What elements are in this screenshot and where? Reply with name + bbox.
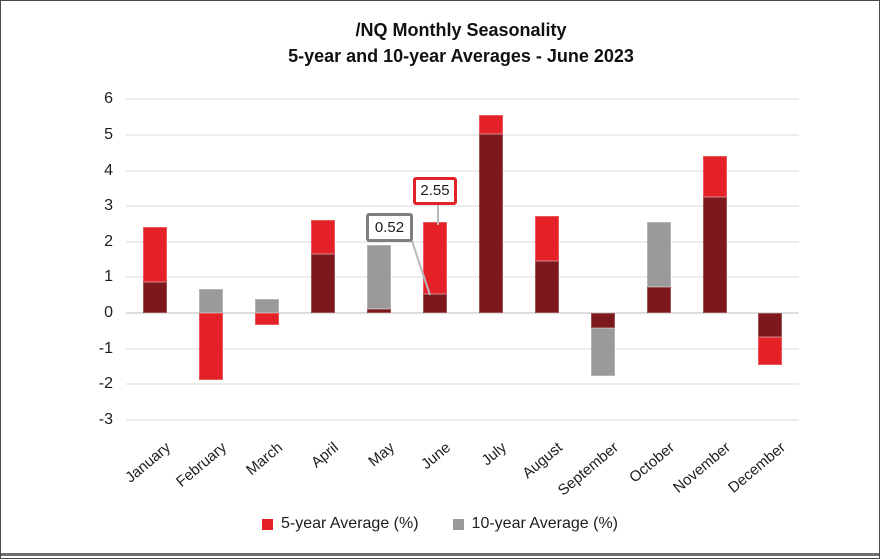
y-axis-tick-label: 4 xyxy=(104,161,113,179)
y-axis-tick-label: 3 xyxy=(104,197,113,215)
chart-legend: 5-year Average (%) 10-year Average (%) xyxy=(1,515,879,533)
gridline-y-3 xyxy=(126,418,799,421)
gridline-y2 xyxy=(126,240,799,243)
bar-september-10yr xyxy=(590,327,615,377)
bar-june-overlap xyxy=(422,294,447,313)
legend-item-10yr: 10-year Average (%) xyxy=(452,515,618,533)
bar-december-5yr xyxy=(758,337,783,365)
bar-june-5yr xyxy=(422,222,447,295)
legend-swatch-10yr-icon xyxy=(452,518,464,530)
y-axis-tick-label: 1 xyxy=(104,268,113,286)
annotation-5yr-june: 2.55 xyxy=(413,177,457,205)
gridline-y-2 xyxy=(126,383,799,386)
bar-april-overlap xyxy=(310,253,335,313)
y-axis-tick-label: 6 xyxy=(104,90,113,108)
chart-title: /NQ Monthly Seasonality 5-year and 10-ye… xyxy=(43,17,879,69)
bar-october-10yr xyxy=(646,222,671,288)
legend-swatch-5yr-icon xyxy=(262,518,273,530)
bar-may-overlap xyxy=(366,309,391,313)
bar-february-5yr xyxy=(198,313,223,380)
bar-august-overlap xyxy=(534,261,559,313)
chart-title-line1: /NQ Monthly Seasonality xyxy=(355,20,567,40)
y-axis-tick-label: 0 xyxy=(104,304,113,321)
bar-july-5yr xyxy=(478,115,503,134)
legend-item-5yr: 5-year Average (%) xyxy=(262,515,419,533)
annotation-10yr-june: 0.52 xyxy=(366,213,413,242)
bar-november-overlap xyxy=(702,197,727,313)
y-axis-tick-label: -1 xyxy=(98,339,113,357)
bar-may-10yr xyxy=(366,245,391,310)
bottom-divider xyxy=(1,553,879,556)
gridline-y4 xyxy=(126,169,799,172)
legend-label-10yr: 10-year Average (%) xyxy=(471,515,618,532)
bar-august-5yr xyxy=(534,215,559,262)
legend-label-5yr: 5-year Average (%) xyxy=(281,515,419,532)
bar-january-5yr xyxy=(143,226,167,282)
bar-october-overlap xyxy=(646,287,671,313)
gridline-y3 xyxy=(126,205,799,208)
bar-december-overlap xyxy=(758,313,783,338)
y-axis-tick-label: 5 xyxy=(104,125,113,143)
bar-february-10yr xyxy=(198,289,223,313)
gridline-y1 xyxy=(126,276,799,279)
bar-march-5yr xyxy=(254,313,279,326)
y-axis-tick-label: 2 xyxy=(104,232,113,250)
chart-title-line2: 5-year and 10-year Averages - June 2023 xyxy=(288,46,634,66)
gridline-y-1 xyxy=(126,347,799,350)
y-axis-tick-label: -3 xyxy=(98,410,113,428)
bar-november-5yr xyxy=(702,156,727,198)
gridline-y6 xyxy=(126,98,799,101)
gridline-y5 xyxy=(126,133,799,136)
bar-march-10yr xyxy=(254,299,279,313)
bar-january-overlap xyxy=(143,281,167,313)
gridline-y0 xyxy=(126,312,799,314)
bar-july-overlap xyxy=(478,133,503,313)
bar-september-overlap xyxy=(590,313,615,328)
bar-april-5yr xyxy=(310,219,335,254)
y-axis-tick-label: -2 xyxy=(98,375,113,393)
